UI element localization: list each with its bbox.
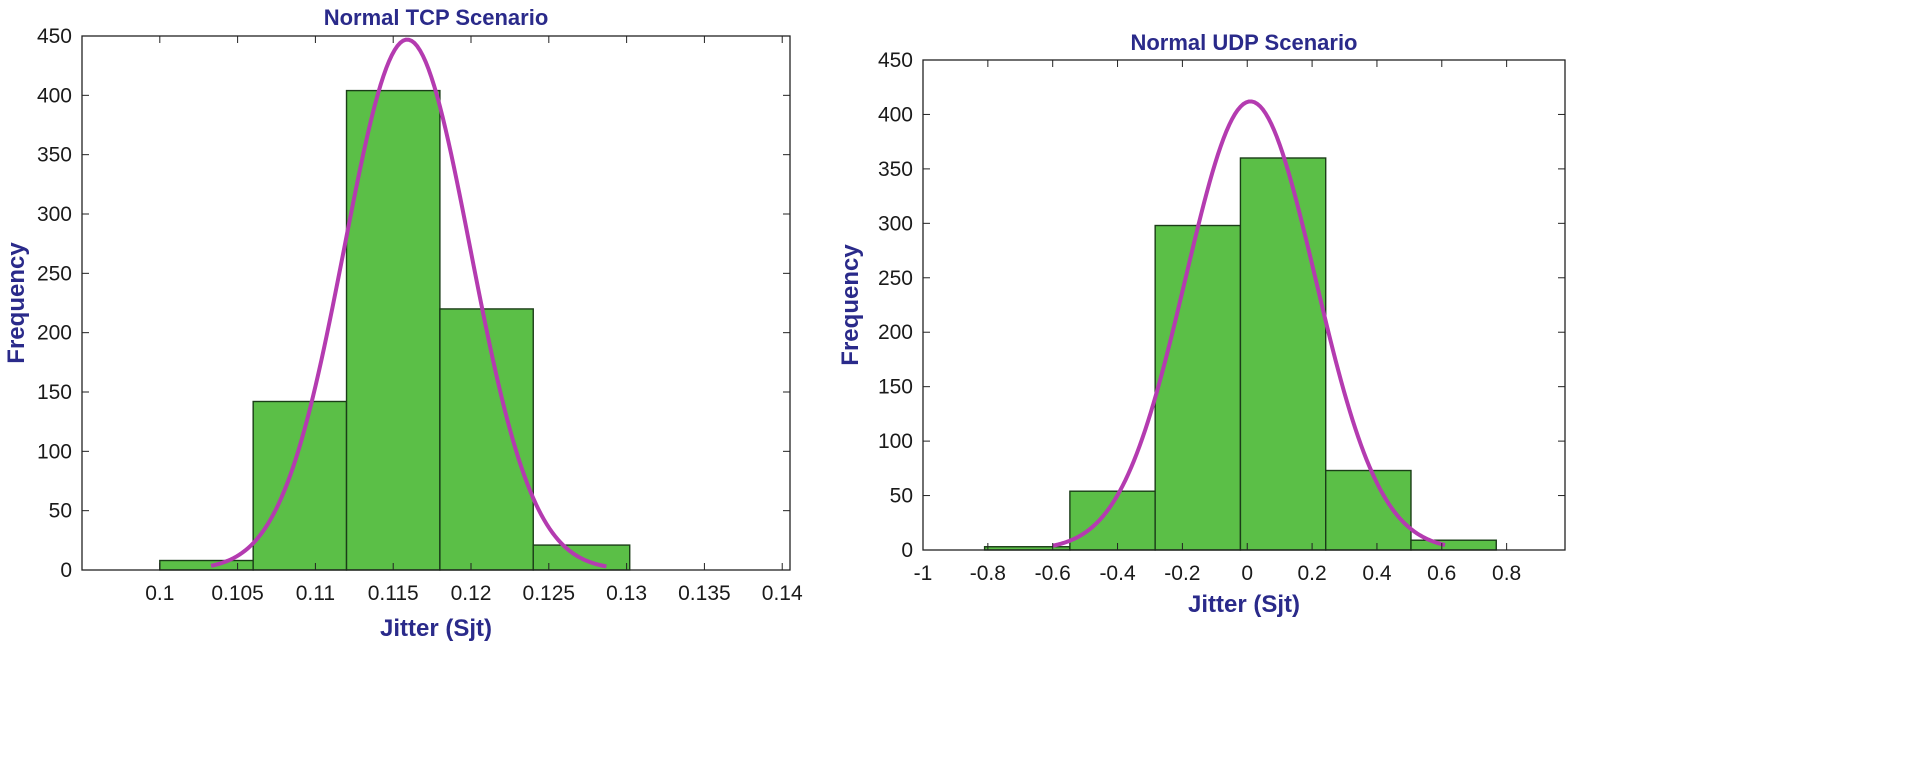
y-tick-label: 100 [878,430,913,453]
y-tick-label: 300 [37,203,72,226]
y-tick-label: 250 [37,262,72,285]
y-tick-label: 250 [878,267,913,290]
plot-frame [922,59,1566,551]
x-tick-label: 0.1 [145,582,174,605]
x-tick-label: 0.6 [1427,562,1456,585]
histogram-bar [1239,157,1327,551]
x-tick-label: 0.4 [1362,562,1392,585]
x-tick-label: 0.2 [1297,562,1326,585]
y-tick-label: 450 [878,49,913,72]
histogram-bar [1410,539,1497,551]
x-axis-label: Jitter (Sjt) [380,615,492,642]
x-axis-label: Jitter (Sjt) [1188,591,1300,618]
y-tick-label: 200 [37,322,72,345]
chart-title: Normal UDP Scenario [1130,30,1357,55]
x-tick-label: 0 [1241,562,1253,585]
y-tick-label: 150 [37,381,72,404]
x-tick-label: 0.12 [451,582,492,605]
y-tick-label: 400 [878,103,913,126]
y-axis-label: Frequency [837,244,864,366]
y-tick-label: 0 [901,539,913,562]
y-axis-label: Frequency [3,242,30,364]
x-tick-label: -0.6 [1035,562,1071,585]
histogram-bar [439,308,534,571]
x-tick-label: 0.125 [523,582,576,605]
x-tick-label: 0.135 [678,582,731,605]
y-tick-label: 400 [37,84,72,107]
x-tick-label: -0.8 [970,562,1006,585]
x-tick-label: -1 [914,562,933,585]
x-tick-label: 0.115 [368,582,419,605]
y-tick-label: 300 [878,212,913,235]
plot-frame [81,35,791,571]
x-tick-label: 0.14 [762,582,803,605]
normal-fit-curve [1052,99,1446,548]
chart-2: 0 50 100 150 200 250 300 350 400 450 -1 -0.8 -0.6 -0.… [837,30,1566,618]
y-tick-label: 50 [890,485,913,508]
histogram-bar [345,89,441,571]
chart-title: Normal TCP Scenario [324,5,549,30]
x-tick-label: 0.8 [1492,562,1521,585]
histogram-bar [252,400,348,571]
y-tick-label: 0 [60,559,72,582]
x-tick-label: -0.4 [1099,562,1136,585]
histogram-bar [1154,224,1242,551]
y-tick-label: 150 [878,376,913,399]
x-tick-label: -0.2 [1164,562,1200,585]
chart-1: 0 50 100 150 200 250 300 350 400 450 0.1 0.105 0.11 0… [3,5,803,642]
y-tick-label: 450 [37,25,72,48]
y-tick-label: 350 [37,144,72,167]
x-tick-label: 0.11 [296,582,335,605]
histogram-bar [159,559,254,571]
y-tick-label: 350 [878,158,913,181]
y-tick-label: 50 [49,500,72,523]
x-tick-label: 0.13 [606,582,647,605]
histogram-bar [1325,469,1412,551]
y-tick-label: 100 [37,440,72,463]
normal-fit-curve [210,37,607,569]
y-tick-label: 200 [878,321,913,344]
x-tick-label: 0.105 [211,582,264,605]
